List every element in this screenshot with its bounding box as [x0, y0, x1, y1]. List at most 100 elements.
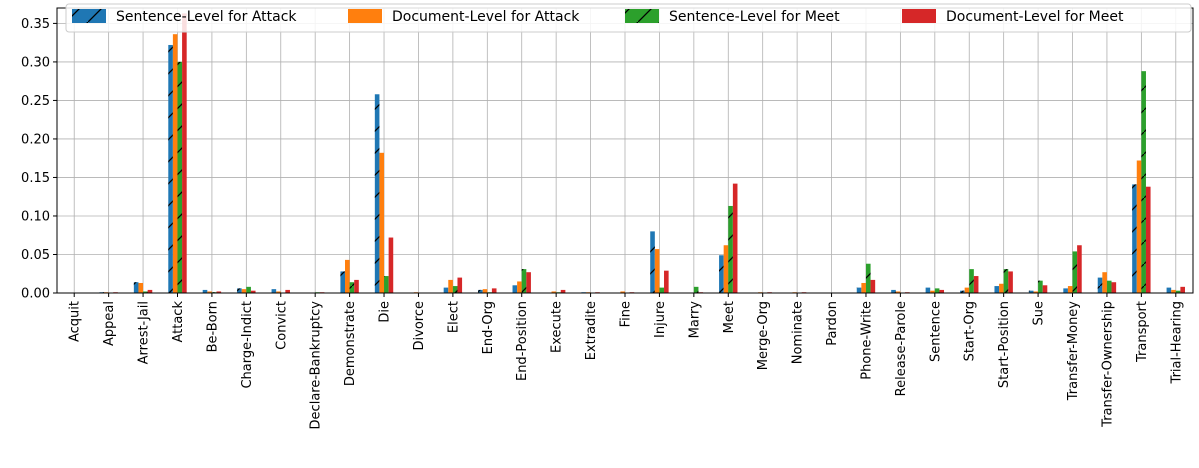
x-tick-label: Elect	[446, 301, 461, 333]
bar-hatch	[969, 269, 974, 293]
bar	[1111, 282, 1117, 293]
bar-hatch	[1097, 277, 1103, 293]
bar-hatch	[1175, 290, 1181, 293]
x-tick-label: Fine	[619, 301, 634, 327]
x-tick-label: Transport	[1135, 301, 1150, 363]
bar-hatch	[133, 282, 139, 293]
bar	[147, 289, 153, 293]
bar	[732, 183, 738, 293]
bar-hatch	[271, 289, 277, 293]
bar-hatch	[521, 269, 527, 293]
x-tick-label: End-Position	[515, 301, 530, 381]
x-axis: Acquit Appeal Arrest-Jail Attack Be-Born Char…	[68, 293, 1184, 429]
bar	[1171, 289, 1176, 293]
bar-hatch	[384, 276, 389, 293]
bar-hatch	[237, 288, 242, 293]
bar	[448, 279, 453, 293]
y-tick-label: 0.10	[21, 209, 50, 224]
y-tick-label: 0.30	[21, 55, 50, 70]
x-tick-label: Marry	[687, 301, 702, 339]
bar-hatch	[891, 289, 896, 293]
bar-hatch	[659, 287, 665, 293]
y-axis: 0.00 0.05 0.10 0.15 0.20 0.25 0.30 0.35	[21, 17, 57, 302]
bar	[1180, 286, 1185, 293]
legend-label: Sentence-Level for Attack	[116, 9, 297, 25]
bar	[664, 270, 669, 293]
bar-hatch	[1063, 288, 1068, 293]
bar	[620, 291, 625, 293]
x-tick-label: Sue	[1032, 301, 1047, 326]
bar	[1033, 291, 1039, 293]
y-tick-label: 0.20	[21, 132, 50, 147]
bar	[939, 289, 945, 293]
bar	[654, 249, 660, 293]
legend-swatch	[902, 9, 936, 23]
bar	[526, 272, 531, 293]
bar-hatch	[452, 286, 458, 293]
legend-swatch-hatch	[625, 9, 659, 23]
bar	[973, 276, 979, 293]
bar-hatch	[994, 286, 1000, 293]
x-tick-label: Phone-Write	[859, 301, 874, 380]
bar	[250, 290, 256, 293]
x-tick-label: Demonstrate	[343, 301, 358, 386]
bar-hatch	[349, 282, 355, 293]
bar	[216, 291, 222, 293]
legend: Sentence-Level for Attack Document-Level …	[65, 3, 1192, 33]
x-tick-label: End-Org	[481, 301, 496, 354]
x-tick-label: Injure	[653, 301, 668, 338]
legend-label: Document-Level for Attack	[392, 9, 580, 25]
bar-hatch	[512, 285, 518, 293]
x-tick-label: Acquit	[68, 301, 83, 342]
x-tick-label: Execute	[550, 301, 565, 353]
x-tick-label: Die	[378, 301, 393, 323]
x-tick-label: Extradite	[584, 301, 599, 360]
bar-hatch	[925, 287, 931, 293]
legend-swatch	[348, 9, 382, 23]
bar	[1077, 245, 1082, 293]
legend-label: Sentence-Level for Meet	[669, 9, 840, 25]
bar	[1145, 186, 1151, 293]
bar	[1067, 286, 1073, 293]
bar	[285, 289, 290, 293]
bar	[345, 259, 350, 293]
bar-hatch	[202, 289, 208, 293]
bar	[1102, 272, 1107, 293]
grid-lines	[57, 8, 1193, 294]
x-tick-label: Sentence	[928, 301, 943, 362]
y-tick-label: 0.05	[21, 248, 50, 263]
bar-hatch	[934, 288, 940, 293]
bar-hatch	[1038, 280, 1043, 293]
bar	[930, 290, 935, 293]
bar-hatch	[143, 291, 148, 293]
bar	[241, 289, 247, 293]
bar	[172, 34, 178, 294]
bar-hatch	[478, 289, 483, 293]
bar-hatch	[856, 287, 862, 293]
bar-hatch	[1166, 287, 1172, 293]
x-tick-label: Divorce	[412, 301, 427, 350]
x-tick-label: Arrest-Jail	[137, 301, 152, 364]
bar-hatch	[1132, 184, 1137, 293]
legend-label: Document-Level for Meet	[946, 9, 1124, 25]
bar-hatch	[168, 44, 173, 293]
x-tick-label: Charge-Indict	[240, 301, 255, 389]
bar-hatch	[1072, 251, 1078, 293]
bar	[138, 282, 144, 293]
bar	[1136, 160, 1142, 293]
bar-hatch	[650, 231, 655, 293]
x-tick-label: Transfer-Money	[1066, 301, 1081, 402]
x-tick-label: Convict	[274, 301, 289, 350]
bar-hatch	[719, 255, 724, 293]
x-tick-label: Merge-Org	[756, 301, 771, 370]
bar-hatch	[1028, 290, 1034, 293]
bar-hatch	[865, 263, 871, 293]
bar	[517, 281, 522, 293]
bar	[379, 152, 385, 293]
x-tick-label: Attack	[171, 301, 186, 343]
bar-hatch	[960, 290, 965, 293]
bar	[354, 279, 359, 293]
x-tick-label: Be-Born	[205, 301, 220, 352]
bar	[964, 287, 970, 293]
